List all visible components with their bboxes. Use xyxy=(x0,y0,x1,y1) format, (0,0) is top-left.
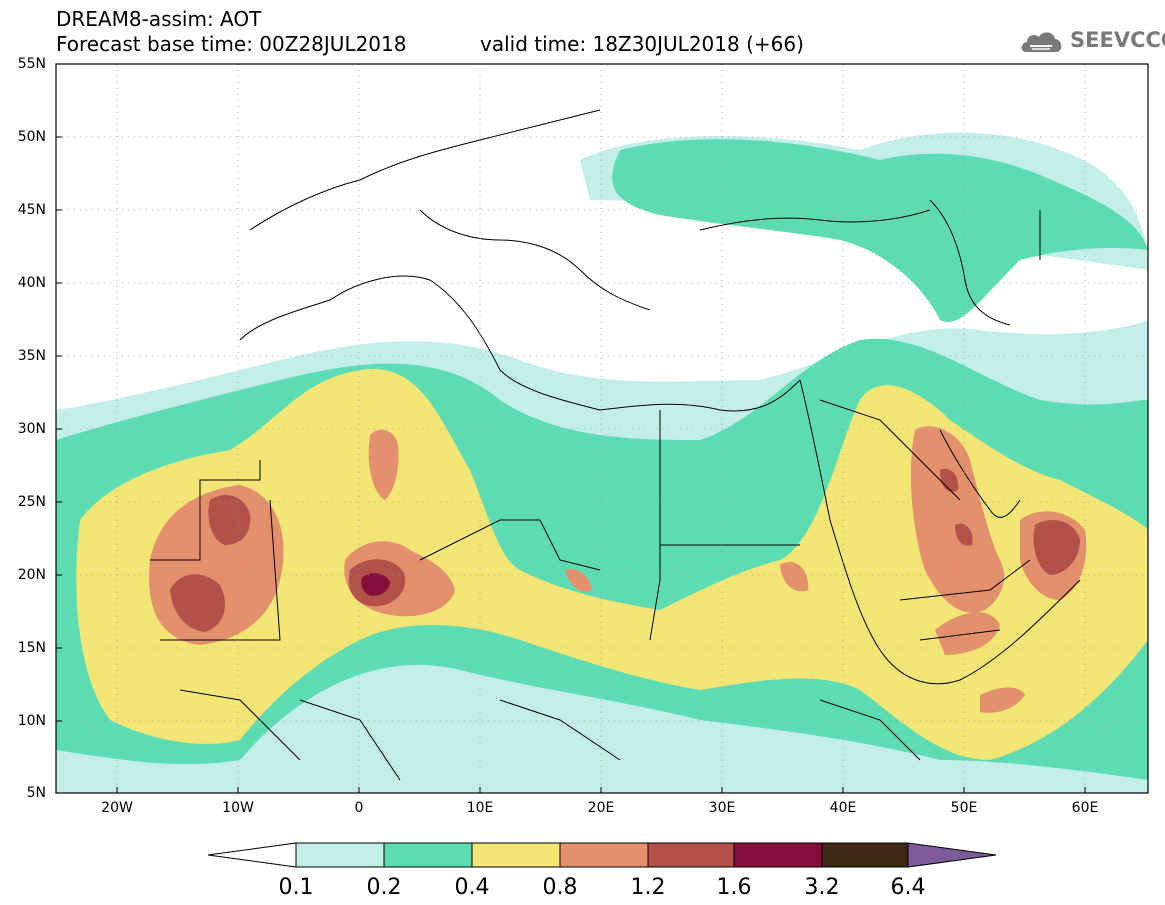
lat-label: 30N xyxy=(17,421,46,437)
valid-time: valid time: 18Z30JUL2018 (+66) xyxy=(480,32,804,56)
map-title: DREAM8-assim: AOT xyxy=(56,7,262,31)
lon-label: 50E xyxy=(950,800,978,816)
lat-label: 45N xyxy=(17,202,46,218)
lat-label: 50N xyxy=(17,129,46,145)
colorbar-under-arrow xyxy=(207,842,297,868)
lat-label: 35N xyxy=(17,348,46,364)
grid xyxy=(56,64,1148,793)
lat-label: 10N xyxy=(17,713,46,729)
colorbar-label: 0.8 xyxy=(542,875,578,900)
lat-label: 40N xyxy=(17,275,46,291)
lat-label: 20N xyxy=(17,567,46,583)
axis-ticks xyxy=(56,63,1086,794)
colorbar-label: 6.4 xyxy=(890,875,926,900)
lat-label: 55N xyxy=(17,56,46,72)
colorbar-label: 0.4 xyxy=(454,875,490,900)
colorbar-label: 0.1 xyxy=(278,875,314,900)
colorbar-swatch-4 xyxy=(559,842,649,868)
colorbar-label: 3.2 xyxy=(804,875,840,900)
colorbar-label: 1.6 xyxy=(716,875,752,900)
lon-label: 10W xyxy=(222,800,254,816)
lon-label: 20E xyxy=(587,800,615,816)
logo-text: SEEVCCC xyxy=(1070,28,1165,52)
colorbar-swatch-3 xyxy=(471,842,561,868)
colorbar xyxy=(207,842,997,868)
lon-label: 60E xyxy=(1071,800,1099,816)
cloud-icon xyxy=(1021,32,1062,52)
lon-label: 10E xyxy=(466,800,494,816)
lon-label: 20W xyxy=(101,800,133,816)
lon-label: 40E xyxy=(829,800,857,816)
coastlines xyxy=(150,109,1081,781)
lat-label: 25N xyxy=(17,494,46,510)
lat-label: 5N xyxy=(26,785,46,801)
lon-label: 0 xyxy=(354,800,364,816)
colorbar-swatch-2 xyxy=(383,842,473,868)
colorbar-swatch-5 xyxy=(647,842,735,868)
lat-label: 15N xyxy=(17,640,46,656)
lon-label: 30E xyxy=(708,800,736,816)
colorbar-swatch-6 xyxy=(733,842,823,868)
colorbar-swatch-1 xyxy=(295,842,385,868)
forecast-base-time: Forecast base time: 00Z28JUL2018 xyxy=(56,32,407,56)
colorbar-swatch-7 xyxy=(821,842,909,868)
aot-level-04 xyxy=(76,368,1148,760)
aot-level-12 xyxy=(170,468,1080,632)
aot-level-16 xyxy=(361,573,390,596)
colorbar-label: 1.2 xyxy=(630,875,666,900)
colorbar-over-arrow xyxy=(907,842,997,868)
colorbar-label: 0.2 xyxy=(366,875,402,900)
